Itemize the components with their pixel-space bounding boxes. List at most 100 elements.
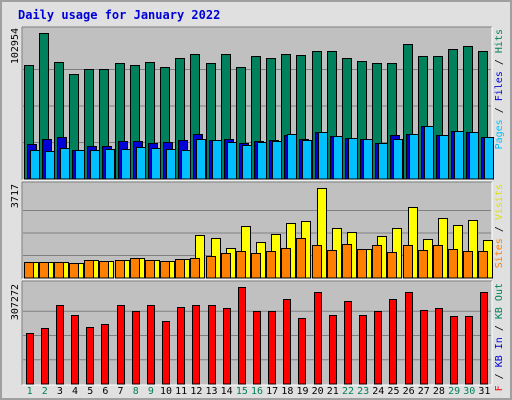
x-tick-label-day-2: 2: [42, 386, 48, 397]
bar-pages-day-2: [45, 151, 55, 180]
legend-entry-visits: Visits: [494, 184, 505, 220]
x-tick-label-day-22: 22: [342, 386, 354, 397]
bar-kb-f-day-undefined: [374, 311, 382, 385]
bar-sites-day-undefined: [342, 244, 352, 279]
x-tick-label-day-24: 24: [372, 386, 384, 397]
bar-sites-day-undefined: [115, 260, 125, 279]
bar-sites-day-undefined: [403, 245, 413, 279]
bar-pages-day-22: [348, 138, 358, 180]
bar-pages-day-7: [121, 149, 131, 180]
x-tick-label-day-25: 25: [387, 386, 399, 397]
legend-separator: /: [494, 101, 505, 119]
x-tick-label-day-26: 26: [403, 386, 415, 397]
bar-kb-f-day-undefined: [435, 308, 443, 385]
bar-pages-day-27: [424, 126, 434, 180]
x-tick-label-day-13: 13: [205, 386, 217, 397]
x-tick-label-day-1: 1: [27, 386, 33, 397]
bar-pages-day-15: [242, 145, 252, 180]
x-tick-label-day-4: 4: [72, 386, 78, 397]
legend-separator: /: [494, 319, 505, 337]
panel-3-legend: KB F / KB In / KB Out: [494, 283, 505, 398]
legend-entry-hits: Hits: [494, 29, 505, 53]
x-tick-label-day-11: 11: [175, 386, 187, 397]
bar-sites-day-undefined: [296, 238, 306, 279]
bar-kb-f-day-undefined: [101, 324, 109, 385]
bar-sites-day-undefined: [251, 253, 261, 279]
bar-pages-day-5: [90, 150, 100, 180]
bar-sites-day-undefined: [221, 253, 231, 279]
chart-title: Daily usage for January 2022: [18, 8, 220, 22]
bar-kb-f-day-undefined: [450, 316, 458, 385]
x-tick-label-day-21: 21: [327, 386, 339, 397]
bar-kb-f-day-undefined: [465, 316, 473, 385]
bar-pages-day-29: [454, 131, 464, 180]
bar-sites-day-undefined: [69, 263, 79, 279]
bar-kb-f-day-undefined: [162, 321, 170, 385]
bar-sites-day-undefined: [448, 249, 458, 279]
bar-sites-day-undefined: [130, 258, 140, 279]
bar-pages-day-28: [439, 135, 449, 180]
bar-sites-day-undefined: [281, 248, 291, 279]
panel-3-max-label: 307272: [10, 284, 21, 320]
x-tick-label-day-12: 12: [190, 386, 202, 397]
bar-sites-day-undefined: [190, 258, 200, 279]
bar-sites-day-undefined: [175, 259, 185, 279]
bar-kb-f-day-undefined: [298, 318, 306, 385]
bar-sites-day-undefined: [357, 249, 367, 279]
legend-separator: /: [494, 53, 505, 71]
bar-kb-f-day-undefined: [268, 311, 276, 385]
x-tick-label-day-6: 6: [102, 386, 108, 397]
bar-kb-f-day-undefined: [253, 311, 261, 385]
bar-kb-f-day-undefined: [192, 305, 200, 385]
x-tick-label-day-5: 5: [87, 386, 93, 397]
bar-kb-f-day-undefined: [147, 305, 155, 385]
bar-kb-f-day-undefined: [71, 315, 79, 385]
bar-kb-f-day-undefined: [41, 328, 49, 385]
bar-sites-day-undefined: [206, 256, 216, 279]
bar-sites-day-undefined: [39, 262, 49, 279]
bar-kb-f-day-undefined: [420, 310, 428, 385]
x-tick-label-day-31: 31: [478, 386, 490, 397]
bar-sites-day-undefined: [372, 245, 382, 279]
bar-kb-f-day-undefined: [238, 287, 246, 385]
bar-sites-day-undefined: [24, 262, 34, 279]
legend-entry-pages: Pages: [494, 119, 505, 149]
bar-kb-f-day-undefined: [132, 311, 140, 385]
bar-kb-f-day-undefined: [223, 308, 231, 385]
panel-2-max-label: 3717: [10, 184, 21, 208]
bar-pages-day-16: [257, 142, 267, 180]
bar-pages-day-23: [363, 139, 373, 180]
bar-sites-day-undefined: [84, 260, 94, 279]
bar-kb-f-day-undefined: [56, 305, 64, 385]
x-tick-label-day-14: 14: [221, 386, 233, 397]
bar-pages-day-6: [105, 149, 115, 180]
bar-kb-f-day-undefined: [86, 327, 94, 385]
bar-sites-day-undefined: [418, 250, 428, 279]
bar-kb-f-day-undefined: [329, 315, 337, 385]
panel-1-legend: Pages / Files / Hits: [494, 29, 505, 149]
legend-entry-sites: Sites: [494, 238, 505, 268]
panel-1-max-label: 102954: [10, 28, 21, 64]
bar-sites-day-undefined: [433, 245, 443, 279]
bar-pages-day-30: [469, 132, 479, 180]
bar-pages-day-17: [272, 141, 282, 180]
bar-sites-day-undefined: [478, 251, 488, 279]
bar-sites-day-undefined: [99, 261, 109, 279]
x-tick-label-day-30: 30: [463, 386, 475, 397]
bar-pages-day-14: [227, 142, 237, 180]
x-tick-label-day-3: 3: [57, 386, 63, 397]
legend-entry-files: Files: [494, 71, 505, 101]
bar-kb-f-day-undefined: [208, 305, 216, 385]
bar-pages-day-25: [393, 139, 403, 180]
legend-separator: /: [494, 367, 505, 385]
bar-kb-f-day-undefined: [283, 299, 291, 385]
bar-kb-f-day-undefined: [26, 333, 34, 385]
bar-pages-day-3: [60, 148, 70, 180]
x-tick-label-day-23: 23: [357, 386, 369, 397]
bar-kb-f-day-undefined: [177, 307, 185, 385]
bar-pages-day-13: [212, 140, 222, 180]
bar-kb-f-day-undefined: [344, 301, 352, 385]
bar-pages-day-11: [181, 150, 191, 180]
